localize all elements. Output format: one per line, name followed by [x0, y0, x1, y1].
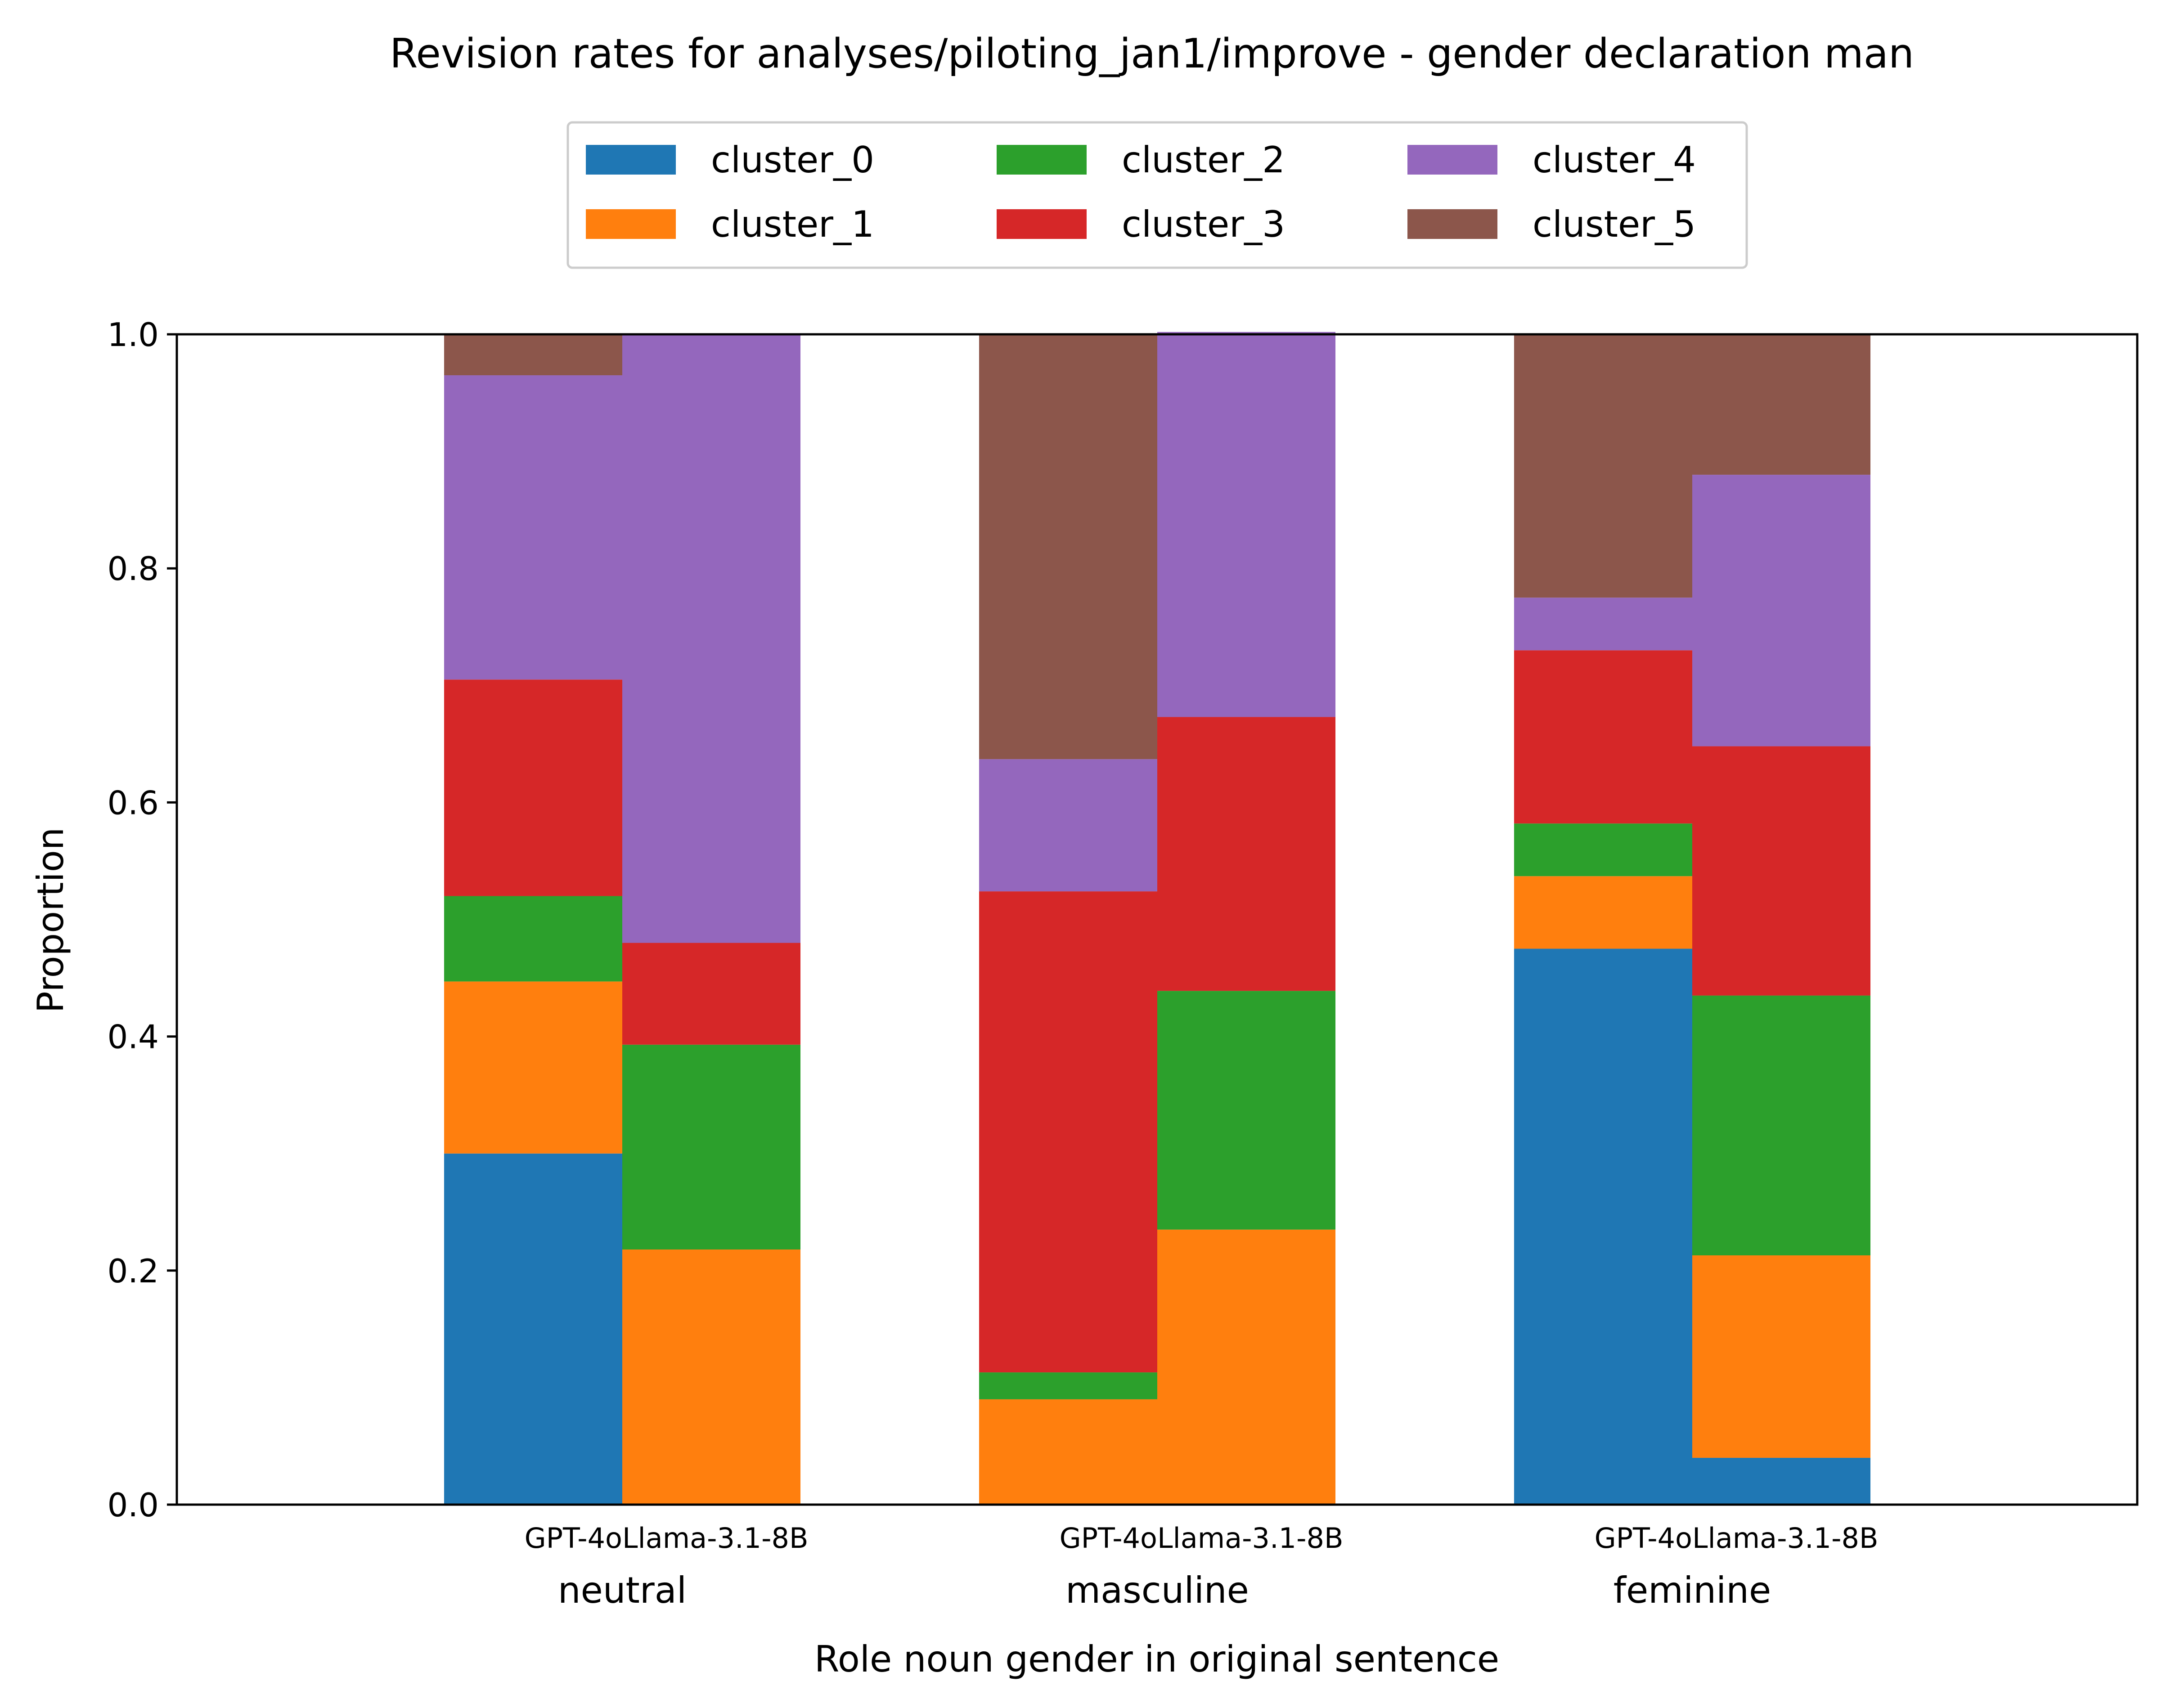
x-tick-label-model: GPT-4o: [525, 1522, 622, 1555]
x-tick-label-model: GPT-4o: [1595, 1522, 1692, 1555]
bar-segment-cluster_2-masculine-Llama-3.1-8B: [1157, 991, 1335, 1230]
bar-segment-cluster_1-masculine-Llama-3.1-8B: [1157, 1229, 1335, 1505]
bar-segment-cluster_3-masculine-GPT-4o: [979, 891, 1157, 1373]
x-group-label-feminine: feminine: [1614, 1569, 1771, 1611]
legend-swatch-cluster_3: [997, 209, 1087, 239]
bar-segment-cluster_5-feminine-GPT-4o: [1514, 334, 1692, 598]
legend-swatch-cluster_5: [1407, 209, 1497, 239]
y-tick-label: 0.4: [107, 1018, 159, 1056]
legend-label-cluster_2: cluster_2: [1122, 139, 1285, 181]
bar-segment-cluster_2-masculine-GPT-4o: [979, 1372, 1157, 1399]
bar-segment-cluster_3-neutral-GPT-4o: [444, 679, 622, 896]
x-tick-label-model: Llama-3.1-8B: [1692, 1522, 1878, 1555]
bar-segment-cluster_5-masculine-GPT-4o: [979, 334, 1157, 760]
plot-area: 0.00.20.40.60.81.0 GPT-4o Llama-3.1-8Bneu…: [107, 316, 2139, 1611]
bar-segment-cluster_2-neutral-GPT-4o: [444, 896, 622, 982]
bar-segment-cluster_4-neutral-Llama-3.1-8B: [622, 334, 800, 943]
x-tick-label-model: Llama-3.1-8B: [622, 1522, 808, 1555]
bar-segment-cluster_3-neutral-Llama-3.1-8B: [622, 943, 800, 1045]
y-tick-label: 0.6: [107, 784, 159, 822]
y-tick-label: 0.0: [107, 1486, 159, 1524]
bar-segment-cluster_1-masculine-GPT-4o: [979, 1399, 1157, 1505]
x-group-label-neutral: neutral: [558, 1569, 687, 1611]
y-axis: 0.0 0.2 0.4 0.6 0.8 1.0: [107, 316, 177, 1524]
bar-segment-cluster_1-neutral-GPT-4o: [444, 981, 622, 1154]
bar-segment-cluster_5-neutral-GPT-4o: [444, 334, 622, 376]
legend-swatch-cluster_4: [1407, 145, 1497, 175]
legend-label-cluster_4: cluster_4: [1533, 139, 1696, 181]
legend-swatch-cluster_2: [997, 145, 1087, 175]
bar-segment-cluster_3-masculine-Llama-3.1-8B: [1157, 717, 1335, 991]
bar-segment-cluster_4-feminine-Llama-3.1-8B: [1692, 475, 1870, 746]
bar-segment-cluster_1-feminine-Llama-3.1-8B: [1692, 1255, 1870, 1458]
bar-segment-cluster_2-feminine-GPT-4o: [1514, 823, 1692, 876]
y-tick-label: 1.0: [107, 316, 159, 354]
bar-segment-cluster_5-feminine-Llama-3.1-8B: [1692, 334, 1870, 475]
x-axis-label: Role noun gender in original sentence: [814, 1638, 1499, 1680]
bar-segment-cluster_0-neutral-GPT-4o: [444, 1153, 622, 1505]
bar-segment-cluster_3-feminine-GPT-4o: [1514, 650, 1692, 824]
bar-segment-cluster_2-feminine-Llama-3.1-8B: [1692, 995, 1870, 1255]
bar-segment-cluster_4-neutral-GPT-4o: [444, 375, 622, 680]
legend-swatch-cluster_1: [586, 209, 676, 239]
legend-label-cluster_1: cluster_1: [711, 203, 874, 245]
legend-label-cluster_0: cluster_0: [711, 139, 874, 181]
bar-segment-cluster_4-masculine-GPT-4o: [979, 759, 1157, 892]
x-tick-label-model: GPT-4o: [1060, 1522, 1157, 1555]
y-axis-label: Proportion: [30, 827, 72, 1013]
bar-segment-cluster_3-feminine-Llama-3.1-8B: [1692, 746, 1870, 996]
bar-segment-cluster_4-masculine-Llama-3.1-8B: [1157, 332, 1335, 717]
bar-segment-cluster_0-feminine-Llama-3.1-8B: [1692, 1457, 1870, 1505]
plot-frame: [175, 333, 2139, 1506]
bar-segment-cluster_1-neutral-Llama-3.1-8B: [622, 1249, 800, 1505]
bar-segment-cluster_1-feminine-GPT-4o: [1514, 876, 1692, 949]
legend-label-cluster_3: cluster_3: [1122, 203, 1285, 245]
x-group-label-masculine: masculine: [1065, 1569, 1249, 1611]
x-tick-label-model: Llama-3.1-8B: [1157, 1522, 1343, 1555]
legend-swatch-cluster_0: [586, 145, 676, 175]
legend: cluster_0 cluster_1 cluster_2 cluster_3 clus…: [566, 121, 1748, 269]
chart-title: Revision rates for analyses/piloting_jan…: [390, 30, 1914, 77]
bar-segment-cluster_4-feminine-GPT-4o: [1514, 598, 1692, 651]
legend-label-cluster_5: cluster_5: [1533, 203, 1696, 245]
bars: [444, 332, 1870, 1505]
bar-segment-cluster_2-neutral-Llama-3.1-8B: [622, 1044, 800, 1250]
bar-segment-cluster_0-feminine-GPT-4o: [1514, 948, 1692, 1505]
y-tick-label: 0.8: [107, 550, 159, 588]
y-tick-label: 0.2: [107, 1252, 159, 1290]
